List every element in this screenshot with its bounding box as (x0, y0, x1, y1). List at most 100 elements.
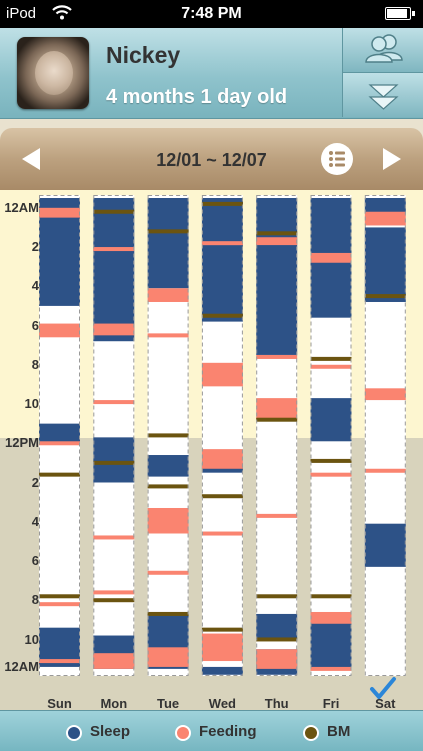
child-age: 4 months 1 day old (106, 86, 288, 108)
day-column-wed[interactable] (201, 195, 243, 676)
legend-label: Feeding (199, 723, 257, 740)
feeding-block (201, 362, 243, 387)
hour-label: 12AM (4, 200, 39, 215)
sleep-block (256, 198, 298, 355)
avatar[interactable] (17, 37, 89, 109)
day-column-mon[interactable] (93, 195, 135, 676)
feeding-block (93, 247, 135, 252)
sleep-block (364, 523, 406, 567)
feeding-block (147, 570, 189, 575)
bm-mark (93, 209, 135, 214)
list-view-button[interactable] (321, 143, 353, 175)
bm-mark (256, 594, 298, 599)
day-bar-border (364, 195, 406, 676)
feeding-block (147, 507, 189, 534)
day-column-sun[interactable] (39, 195, 80, 676)
legend-bar: Sleep Feeding BM (0, 710, 423, 751)
bm-mark (310, 356, 352, 361)
bm-mark (201, 201, 243, 206)
feeding-block (256, 513, 298, 518)
wifi-icon (52, 5, 72, 20)
feeding-block (39, 207, 80, 218)
day-bar-border (256, 195, 298, 676)
sleep-block (147, 455, 189, 477)
day-label: Mon (100, 696, 128, 711)
profile-header: Nickey 4 months 1 day old (0, 28, 423, 119)
bm-mark (93, 460, 135, 465)
feeding-block (256, 354, 298, 359)
feeding-block (93, 400, 135, 405)
feeding-block (256, 398, 298, 420)
feeding-block (201, 633, 243, 662)
bm-mark (93, 598, 135, 603)
sleep-block (93, 437, 135, 483)
legend-dot (66, 725, 82, 741)
feeding-block (256, 237, 298, 246)
day-label: Fri (322, 696, 340, 711)
bm-mark (256, 637, 298, 642)
checkmark-icon (370, 677, 396, 699)
week-range: 12/01 ~ 12/07 (156, 150, 267, 170)
day-column-fri[interactable] (310, 195, 352, 676)
bm-mark (201, 494, 243, 499)
feeding-block (310, 666, 352, 671)
chevron-double-down-icon (368, 84, 399, 110)
bm-mark (310, 458, 352, 463)
day-column-sat[interactable] (364, 195, 406, 676)
feeding-block (93, 323, 135, 336)
sleep-block (310, 619, 352, 669)
hour-label: 6 (31, 317, 39, 333)
legend-dot (175, 725, 191, 741)
bm-mark (39, 594, 80, 599)
hour-label: 6 (31, 553, 39, 569)
sleep-block (364, 198, 406, 214)
hour-label: 4 (31, 278, 39, 294)
people-icon (365, 34, 403, 63)
feeding-block (39, 602, 80, 607)
switch-child-button[interactable] (342, 28, 423, 73)
bm-mark (147, 611, 189, 616)
day-column-thu[interactable] (256, 195, 298, 676)
collapse-button[interactable] (342, 73, 423, 117)
prev-week-button[interactable] (22, 148, 40, 170)
hour-label: 4 (31, 513, 39, 529)
sleep-block (147, 198, 189, 289)
week-navigator: 12/01 ~ 12/07 (0, 128, 423, 190)
feeding-block (93, 653, 135, 669)
feeding-block (201, 449, 243, 469)
day-bar-border (39, 195, 80, 676)
bm-mark (39, 472, 80, 477)
feeding-block (147, 333, 189, 338)
feeding-block (93, 590, 135, 595)
feeding-block (39, 441, 80, 446)
sleep-block (93, 198, 135, 342)
sleep-block (256, 613, 298, 640)
child-name: Nickey (106, 42, 181, 68)
sleep-block (201, 666, 243, 675)
bm-mark (201, 627, 243, 632)
feeding-block (147, 647, 189, 667)
day-label: Wed (208, 696, 236, 711)
feeding-block (310, 472, 352, 477)
sleep-block (201, 198, 243, 322)
day-label: Sat (375, 696, 396, 711)
day-column-tue[interactable] (147, 195, 189, 676)
feeding-block (310, 364, 352, 369)
feeding-block (39, 323, 80, 338)
hour-label: 8 (31, 592, 39, 608)
day-bar-border (201, 195, 243, 676)
day-bar-border (147, 195, 189, 676)
sleep-block (364, 227, 406, 302)
legend-label: Sleep (90, 723, 131, 740)
legend-label: BM (327, 723, 351, 740)
feeding-block (310, 611, 352, 624)
bm-mark (310, 594, 352, 599)
hour-label: 10 (24, 631, 39, 647)
bm-mark (147, 229, 189, 234)
legend-dot (303, 725, 319, 741)
next-week-button[interactable] (383, 148, 401, 170)
hour-label: 12PM (5, 435, 39, 451)
battery-icon (385, 7, 415, 20)
day-label: Thu (264, 696, 289, 711)
